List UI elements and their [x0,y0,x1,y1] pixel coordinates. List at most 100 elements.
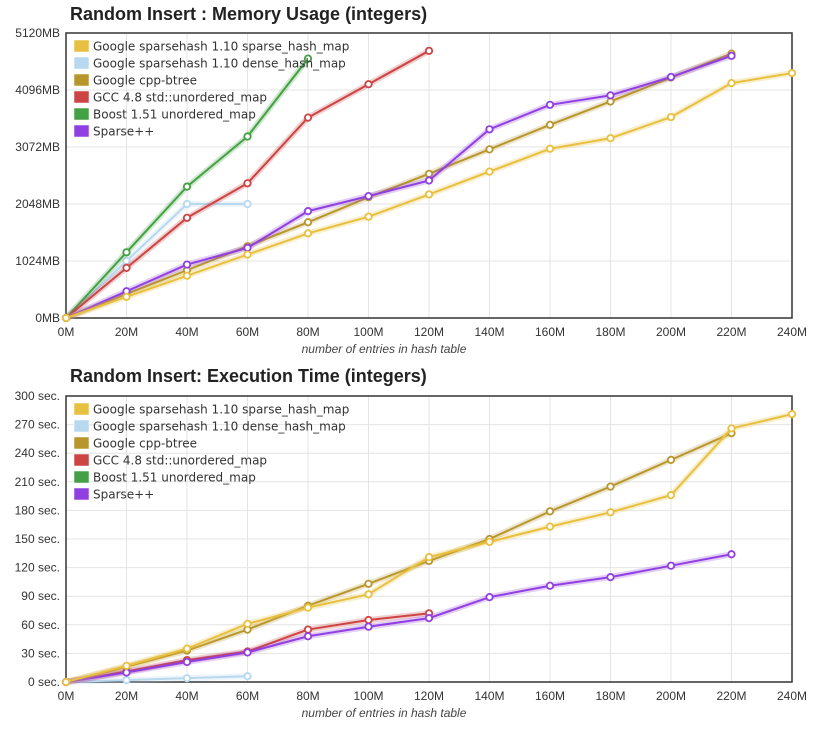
legend-label: GCC 4.8 std::unordered_map [93,91,267,105]
x-tick-label: 100M [353,325,383,339]
series-4 [61,54,313,323]
data-point [182,674,192,683]
data-point [485,125,494,134]
data-point [424,553,434,562]
data-point [606,91,615,100]
x-tick-label: 160M [535,325,565,339]
memory-chart-title: Random Insert : Memory Usage (integers) [70,4,428,24]
data-point [424,176,434,185]
data-point [727,78,736,88]
data-point [545,120,555,129]
x-tick-label: 120M [414,689,444,703]
data-point [666,112,676,122]
data-point [182,271,192,280]
y-tick-label: 120 sec. [15,561,60,575]
y-tick-label: 210 sec. [15,475,60,489]
legend-swatch [73,56,90,70]
legend-swatch [73,436,90,450]
data-point [545,581,555,590]
x-tick-label: 40M [175,689,198,703]
data-point [303,207,313,216]
series-3 [61,46,434,323]
legend: Google sparsehash 1.10 sparse_hash_map Go… [73,403,349,502]
data-point [182,182,192,191]
y-tick-label: 3072MB [15,140,60,154]
data-point [182,657,192,667]
data-point [485,167,494,176]
y-tick-label: 30 sec. [21,646,60,660]
x-tick-label: 220M [716,325,746,339]
data-point [182,213,192,222]
data-point [364,80,373,89]
data-point [243,250,252,259]
data-point [727,51,736,60]
data-point [545,507,555,516]
data-point [243,179,252,188]
y-tick-label: 300 sec. [15,389,60,403]
data-point [666,72,676,82]
data-point [364,579,373,588]
y-tick-label: 60 sec. [21,618,60,632]
series-line [65,54,732,319]
y-tick-label: 0MB [35,311,60,325]
data-point [424,614,434,623]
series-line [65,553,732,683]
data-point [61,313,71,323]
data-point [485,145,494,154]
legend-swatch [73,124,90,138]
y-tick-label: 1024MB [15,254,60,268]
series-2 [61,429,736,687]
data-point [364,212,373,221]
data-point [303,603,313,612]
x-tick-label: 180M [595,689,625,703]
data-point [243,672,252,681]
series-0 [61,68,797,323]
data-point [303,632,313,641]
data-point [182,260,192,269]
x-tick-label: 60M [236,325,259,339]
data-point [545,100,555,109]
series-line [65,52,732,319]
y-tick-label: 270 sec. [15,418,60,432]
y-tick-label: 150 sec. [15,532,60,546]
x-tick-label: 100M [353,689,383,703]
data-point [122,668,131,677]
data-point [243,199,252,209]
data-point [545,522,555,531]
data-point [727,550,736,559]
time-chart-title: Random Insert: Execution Time (integers) [70,366,427,386]
y-tick-label: 2048MB [15,197,60,211]
data-point [243,132,252,141]
series-5 [61,550,736,687]
data-point [666,491,676,500]
series-line [65,203,248,319]
data-point [666,455,676,464]
legend-swatch [73,419,90,433]
data-point [606,573,615,582]
legend-swatch [73,453,90,467]
data-point [485,537,494,546]
data-point [364,622,373,631]
x-axis-label: number of entries in hash table [302,706,467,720]
x-tick-label: 20M [115,325,138,339]
data-point [606,508,615,517]
series-0 [61,410,797,687]
y-tick-label: 90 sec. [21,589,60,603]
x-tick-label: 20M [115,689,138,703]
x-tick-label: 160M [535,689,565,703]
legend-label: Sparse++ [93,488,154,502]
legend-swatch [73,107,90,121]
x-tick-label: 140M [474,325,504,339]
data-point [243,648,252,657]
legend-label: Google cpp-btree [93,437,197,451]
data-point [122,263,131,273]
data-point [666,561,676,570]
x-tick-label: 180M [595,325,625,339]
data-point [303,229,313,238]
x-tick-label: 0M [58,689,75,703]
data-point [303,218,313,227]
data-point [606,134,615,143]
plot-frame [65,32,793,319]
y-tick-label: 5120MB [15,26,60,40]
